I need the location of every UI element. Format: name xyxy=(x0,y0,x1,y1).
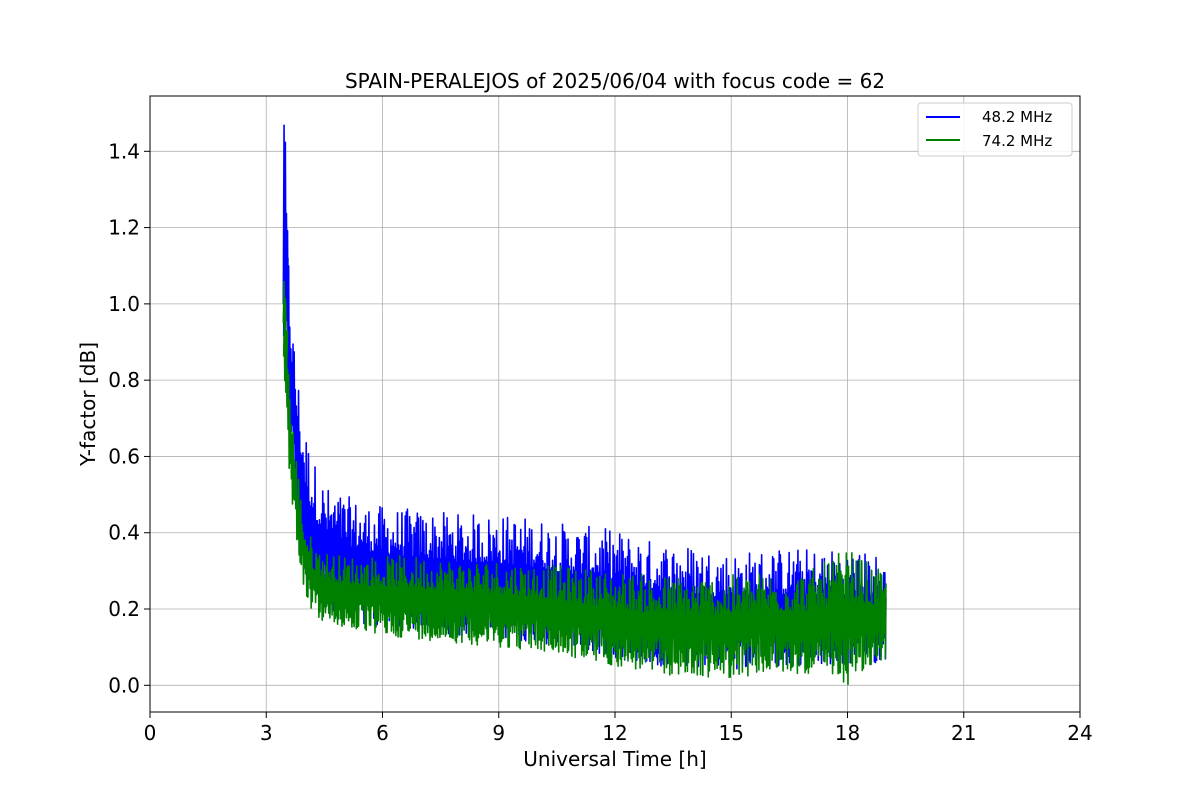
x-tick-label: 9 xyxy=(492,721,505,745)
y-tick-label: 0.4 xyxy=(108,521,140,545)
x-tick-label: 12 xyxy=(602,721,627,745)
plot-area xyxy=(282,124,887,686)
legend: 48.2 MHz 74.2 MHz xyxy=(917,102,1073,157)
y-tick-label: 1.2 xyxy=(108,216,140,240)
series-layer xyxy=(282,124,887,686)
y-axis-label: Y-factor [dB] xyxy=(76,342,100,467)
y-tick-label: 0.2 xyxy=(108,597,140,621)
legend-label-74mhz: 74.2 MHz xyxy=(982,132,1052,150)
x-tick-label: 18 xyxy=(835,721,860,745)
y-tick-label: 0.6 xyxy=(108,444,140,468)
legend-label-48mhz: 48.2 MHz xyxy=(982,108,1052,126)
x-tick-label: 0 xyxy=(144,721,157,745)
y-tick-label: 1.0 xyxy=(108,292,140,316)
y-tick-label: 0.0 xyxy=(108,673,140,697)
x-tick-label: 6 xyxy=(376,721,389,745)
x-tick-label: 3 xyxy=(260,721,273,745)
series-line-74-2-mhz xyxy=(282,297,887,686)
y-tick-label: 0.8 xyxy=(108,368,140,392)
x-axis-label: Universal Time [h] xyxy=(523,747,706,771)
y-tick-label: 1.4 xyxy=(108,139,140,163)
chart-title: SPAIN-PERALEJOS of 2025/06/04 with focus… xyxy=(345,69,885,93)
series-spike-48mhz xyxy=(282,124,289,312)
x-tick-label: 21 xyxy=(951,721,976,745)
x-tick-label: 24 xyxy=(1067,721,1092,745)
ticks: 0 3 6 9 12 15 18 21 24 0.0 0.2 0.4 0.6 0.8 1.0 1.2 1.4 xyxy=(108,139,1093,745)
x-tick-label: 15 xyxy=(719,721,744,745)
series-spike-74mhz xyxy=(282,280,289,373)
